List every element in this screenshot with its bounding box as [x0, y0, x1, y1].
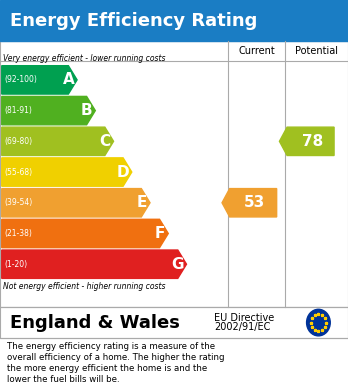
- Text: the more energy efficient the home is and the: the more energy efficient the home is an…: [7, 364, 207, 373]
- Text: (69-80): (69-80): [4, 137, 32, 146]
- Polygon shape: [2, 97, 95, 125]
- Text: Not energy efficient - higher running costs: Not energy efficient - higher running co…: [3, 282, 166, 291]
- Text: (21-38): (21-38): [4, 229, 32, 238]
- Text: lower the fuel bills will be.: lower the fuel bills will be.: [7, 375, 120, 384]
- Text: 78: 78: [302, 134, 323, 149]
- Text: (55-68): (55-68): [4, 167, 32, 177]
- Text: (92-100): (92-100): [4, 75, 37, 84]
- Text: EU Directive: EU Directive: [214, 313, 274, 323]
- Text: E: E: [137, 195, 147, 210]
- Text: C: C: [100, 134, 111, 149]
- Text: Energy Efficiency Rating: Energy Efficiency Rating: [10, 11, 258, 30]
- Text: Potential: Potential: [295, 46, 338, 56]
- Polygon shape: [2, 158, 132, 186]
- Polygon shape: [2, 250, 187, 278]
- Text: (39-54): (39-54): [4, 198, 32, 207]
- Text: F: F: [155, 226, 166, 241]
- Text: G: G: [171, 257, 184, 272]
- Text: (1-20): (1-20): [4, 260, 27, 269]
- Bar: [0, 41, 348, 307]
- Polygon shape: [222, 188, 277, 217]
- Text: 2002/91/EC: 2002/91/EC: [214, 322, 270, 332]
- Text: England & Wales: England & Wales: [10, 314, 180, 332]
- Text: B: B: [81, 103, 93, 118]
- Text: overall efficiency of a home. The higher the rating: overall efficiency of a home. The higher…: [7, 353, 224, 362]
- Polygon shape: [2, 219, 168, 248]
- Text: 53: 53: [244, 195, 266, 210]
- Polygon shape: [279, 127, 334, 156]
- Text: The energy efficiency rating is a measure of the: The energy efficiency rating is a measur…: [7, 342, 215, 351]
- Circle shape: [307, 309, 330, 336]
- Text: (81-91): (81-91): [4, 106, 32, 115]
- Polygon shape: [2, 127, 113, 156]
- Polygon shape: [2, 188, 150, 217]
- Text: Current: Current: [238, 46, 275, 56]
- Text: Very energy efficient - lower running costs: Very energy efficient - lower running co…: [3, 54, 166, 63]
- Bar: [0, 0, 348, 41]
- Polygon shape: [2, 66, 77, 94]
- Bar: [0, 307, 348, 338]
- Text: A: A: [63, 72, 74, 87]
- Text: D: D: [116, 165, 129, 179]
